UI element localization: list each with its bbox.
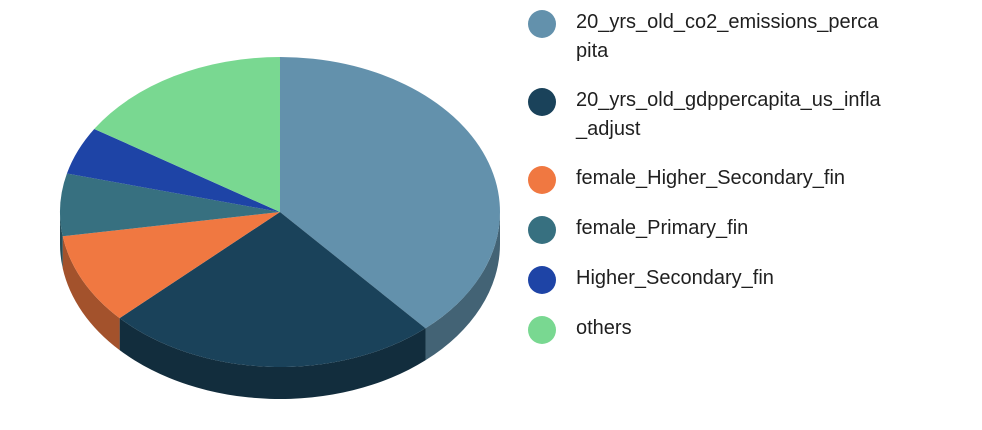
pie-slices [59,57,500,367]
legend-swatch-icon [528,10,556,38]
legend-item[interactable]: Higher_Secondary_fin [528,264,968,294]
legend-item[interactable]: female_Primary_fin [528,214,968,244]
pie-slice-side [62,236,120,351]
legend-swatch-icon [528,166,556,194]
legend-item[interactable]: 20_yrs_old_co2_emissions_percapita [528,8,968,66]
legend-label: 20_yrs_old_gdppercapita_us_infla_adjust [576,89,881,140]
legend-swatch-icon [528,216,556,244]
legend-item[interactable]: others [528,314,968,344]
pie-slice-side [60,212,63,269]
pie-slice-1[interactable] [119,212,426,367]
legend-label: others [576,317,632,339]
pie-slice-5[interactable] [94,57,280,212]
legend-label: 20_yrs_old_co2_emissions_percapita [576,11,879,62]
legend: 20_yrs_old_co2_emissions_percapita 20_yr… [528,8,968,364]
pie-slice-side [425,212,500,361]
pie-slice-4[interactable] [66,128,280,212]
legend-swatch-icon [528,316,556,344]
legend-label: Higher_Secondary_fin [576,267,774,289]
pie-slice-2[interactable] [62,212,281,319]
legend-swatch-icon [528,266,556,294]
legend-label: female_Higher_Secondary_fin [576,167,846,189]
pie-slice-side [119,318,426,399]
legend-label: female_Primary_fin [576,217,749,239]
legend-item[interactable]: 20_yrs_old_gdppercapita_us_infla_adjust [528,86,968,144]
legend-swatch-icon [528,88,556,116]
pie-slice-3[interactable] [59,173,280,237]
pie-slice-0[interactable] [280,57,500,329]
pie-sides [60,212,500,399]
legend-item[interactable]: female_Higher_Secondary_fin [528,164,968,194]
